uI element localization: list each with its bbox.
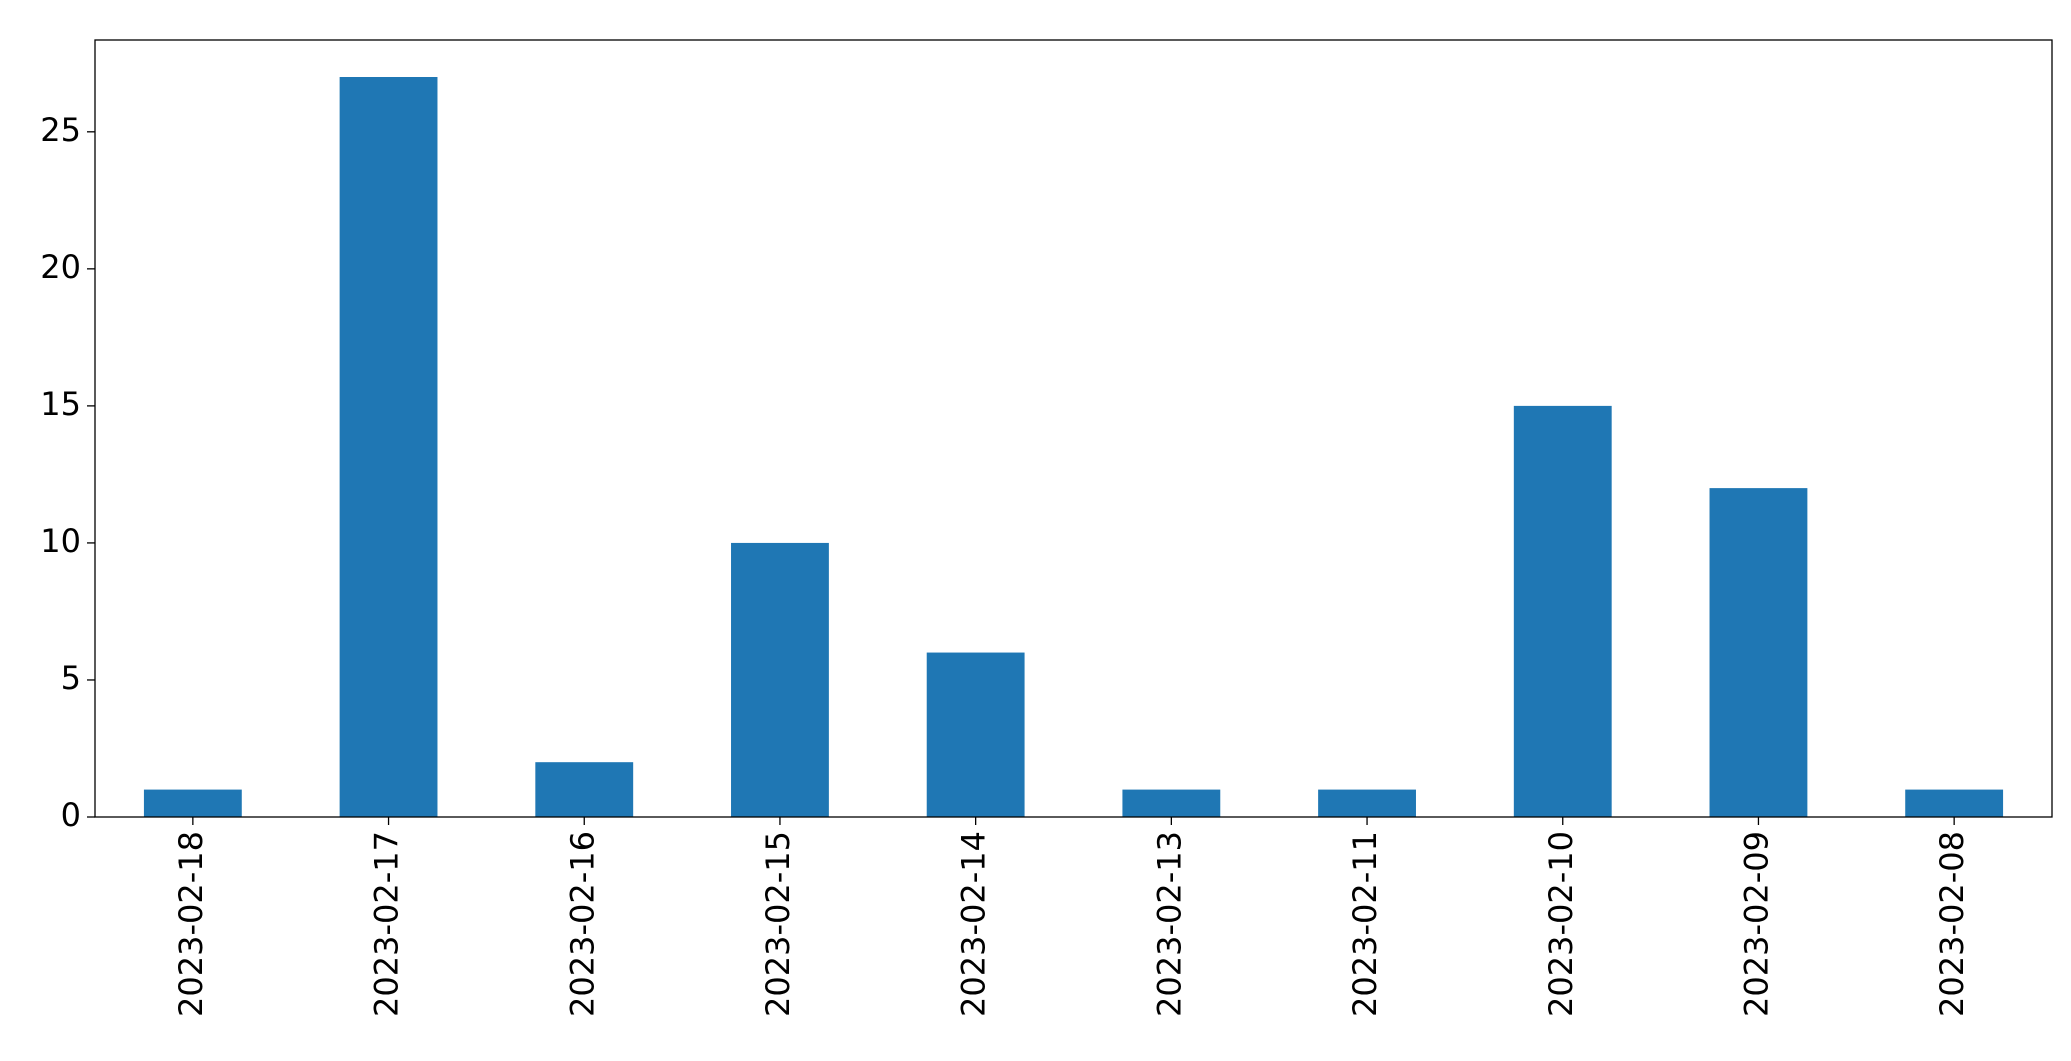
bar bbox=[535, 762, 634, 817]
y-tick-label: 15 bbox=[40, 385, 81, 423]
x-tick-label: 2023-02-16 bbox=[563, 831, 601, 1017]
x-tick-label: 2023-02-14 bbox=[955, 831, 993, 1017]
bar bbox=[339, 77, 438, 817]
x-tick-label: 2023-02-10 bbox=[1542, 831, 1580, 1017]
bar bbox=[926, 652, 1025, 817]
y-tick-label: 10 bbox=[40, 522, 81, 560]
x-tick-label: 2023-02-08 bbox=[1933, 831, 1971, 1017]
bar bbox=[1318, 789, 1416, 817]
y-tick-label: 20 bbox=[40, 248, 81, 286]
axes-frame bbox=[94, 39, 2053, 818]
marks bbox=[143, 77, 2004, 817]
x-tick-label: 2023-02-11 bbox=[1346, 831, 1384, 1017]
x-tick-label: 2023-02-09 bbox=[1737, 831, 1775, 1017]
bar bbox=[731, 542, 829, 817]
y-tick-label: 25 bbox=[40, 111, 81, 149]
x-tick-label: 2023-02-18 bbox=[172, 831, 210, 1017]
x-tick-label: 2023-02-13 bbox=[1150, 831, 1188, 1017]
y-tick-label: 5 bbox=[61, 659, 81, 697]
bar bbox=[1905, 789, 2004, 817]
x-tick-label: 2023-02-17 bbox=[368, 831, 406, 1017]
bar bbox=[1513, 405, 1612, 817]
bar bbox=[1709, 488, 1808, 817]
bar bbox=[1122, 789, 1221, 817]
y-tick-label: 0 bbox=[61, 796, 81, 834]
x-tick-label: 2023-02-15 bbox=[759, 831, 797, 1017]
bar bbox=[143, 789, 242, 817]
